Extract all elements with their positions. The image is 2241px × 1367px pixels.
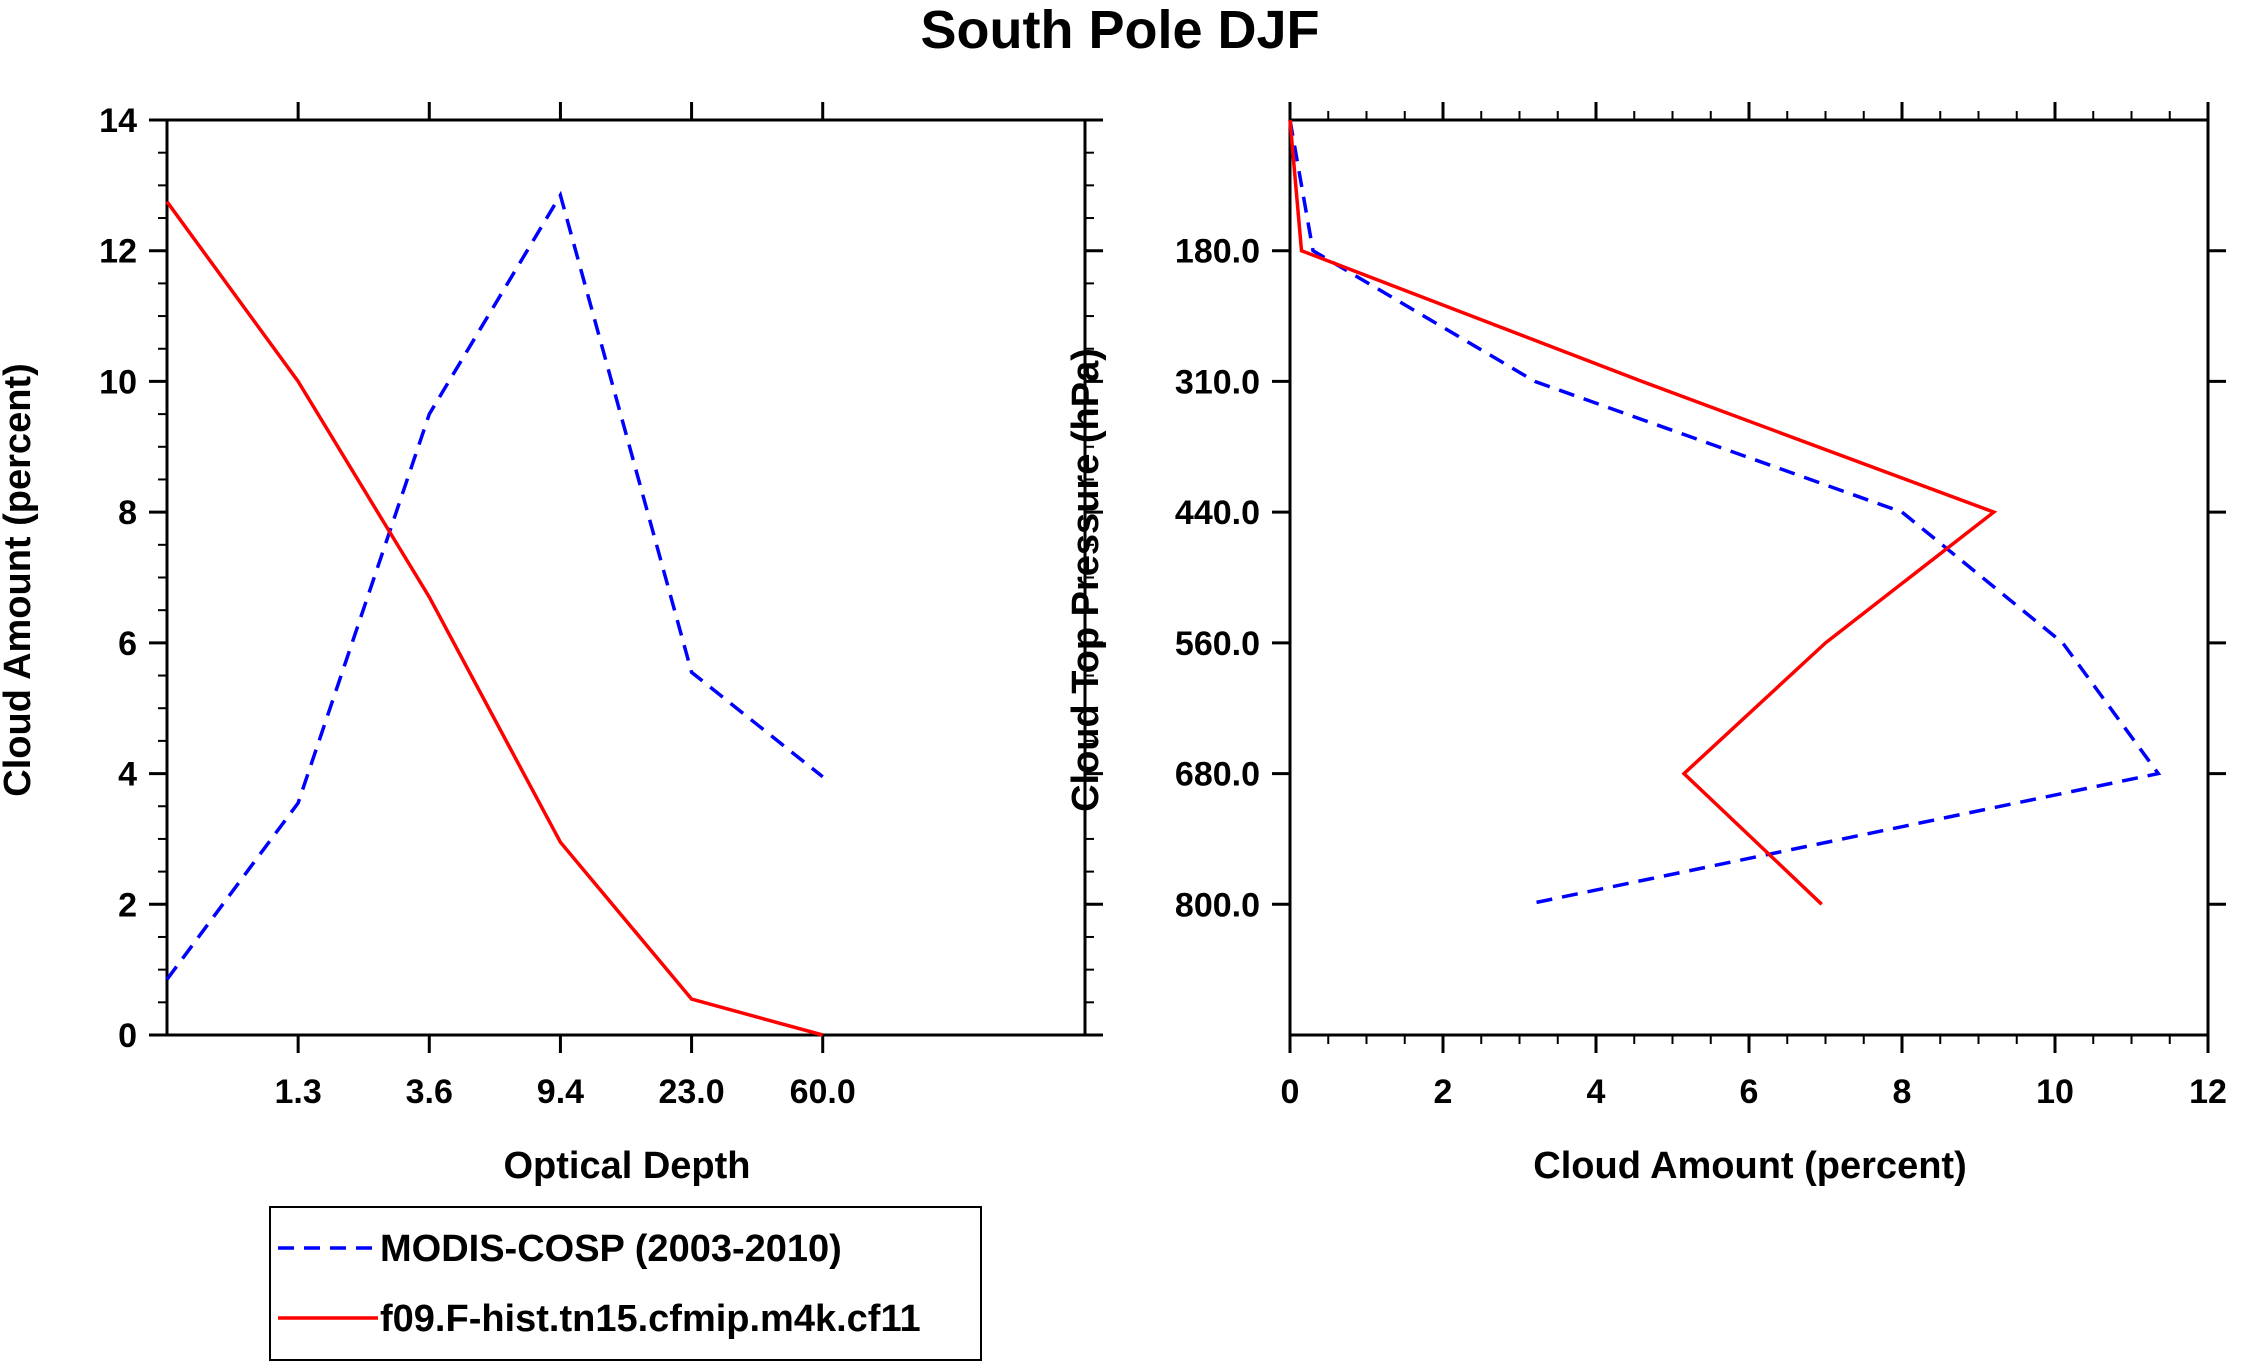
- right-series-line-modis: [1288, 119, 2162, 907]
- chart-title: South Pole DJF: [920, 0, 1319, 60]
- legend-label-modis: MODIS-COSP (2003-2010): [380, 1228, 842, 1270]
- left-y-tick-label: 2: [118, 886, 137, 924]
- legend-box: [269, 1206, 982, 1361]
- right-x-tick-label: 8: [1893, 1073, 1912, 1111]
- right-plot-frame: [1288, 118, 2210, 1037]
- left-series-line-modis: [165, 190, 824, 981]
- right-x-tick-label: 12: [2189, 1073, 2227, 1111]
- right-y-tick-label: 680.0: [1175, 756, 1260, 794]
- left-y-tick-label: 12: [99, 233, 137, 271]
- left-x-tick-label: 1.3: [275, 1073, 322, 1111]
- legend: MODIS-COSP (2003-2010) f09.F-hist.tn15.c…: [269, 1206, 982, 1361]
- legend-label-model: f09.F-hist.tn15.cfmip.m4k.cf11: [380, 1298, 921, 1340]
- left-x-tick-label: 3.6: [406, 1073, 453, 1111]
- left-x-tick-label: 23.0: [658, 1073, 724, 1111]
- right-x-tick-label: 2: [1434, 1073, 1453, 1111]
- left-y-tick-label: 6: [118, 625, 137, 663]
- left-panel: Cloud Amount (percent) Optical Depth 0 2 4…: [0, 102, 1103, 1187]
- right-x-tick-label: 0: [1281, 1073, 1300, 1111]
- left-x-tick-label: 60.0: [790, 1073, 856, 1111]
- right-series-line-model: [1288, 119, 1998, 906]
- right-y-tick-label: 440.0: [1175, 494, 1260, 532]
- right-y-tick-label: 800.0: [1175, 886, 1260, 924]
- left-y-tick-label: 10: [99, 363, 137, 401]
- right-x-tick-label: 6: [1740, 1073, 1759, 1111]
- right-x-tick-label: 10: [2036, 1073, 2074, 1111]
- right-y-tick-label: 310.0: [1175, 363, 1260, 401]
- left-y-axis-label: Cloud Amount (percent): [0, 363, 39, 796]
- left-y-tick-label: 14: [99, 102, 137, 140]
- right-x-tick-label: 4: [1587, 1073, 1606, 1111]
- left-x-axis-label: Optical Depth: [503, 1145, 750, 1187]
- left-y-tick-label: 0: [118, 1017, 137, 1055]
- right-y-tick-label: 180.0: [1175, 233, 1260, 271]
- right-x-axis-label: Cloud Amount (percent): [1533, 1145, 1966, 1187]
- left-x-tick-label: 9.4: [537, 1073, 584, 1111]
- left-plot-frame: [165, 118, 1087, 1037]
- left-series-line-model: [165, 200, 824, 1037]
- right-y-axis-label: Cloud Top Pressure (hPa): [1065, 348, 1107, 812]
- right-panel: Cloud Top Pressure (hPa) Cloud Amount (p…: [1065, 102, 2227, 1187]
- left-y-tick-label: 4: [118, 756, 137, 794]
- left-y-tick-label: 8: [118, 494, 137, 532]
- right-y-tick-label: 560.0: [1175, 625, 1260, 663]
